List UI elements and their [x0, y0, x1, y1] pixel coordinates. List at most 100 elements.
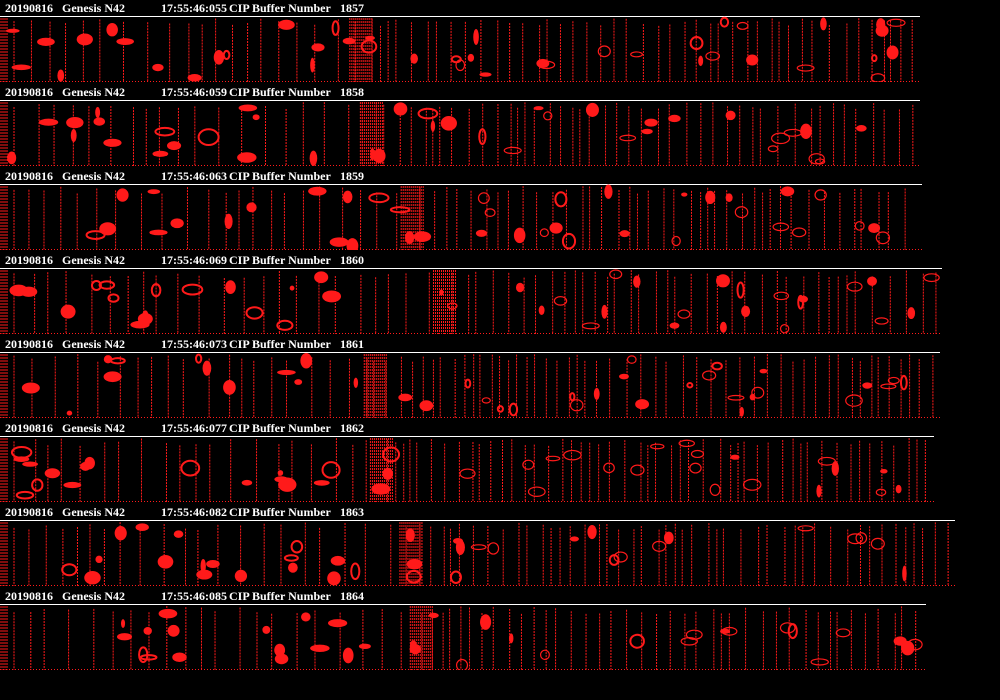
particle-blob: [751, 386, 765, 399]
particle-blob: [311, 43, 325, 52]
particle-blob: [734, 206, 749, 219]
particle-blob: [37, 37, 55, 46]
particle-blob: [360, 39, 378, 54]
particle-blob: [278, 19, 295, 30]
buffer-date: 20190816: [5, 421, 53, 435]
particle-blob: [225, 280, 236, 295]
particle-blob: [854, 220, 865, 231]
particle-blob: [313, 480, 330, 486]
buffer-label: CIP Buffer Number: [229, 169, 331, 183]
particle-blob: [167, 624, 180, 637]
particle-blob: [22, 461, 38, 467]
buffer-number: 1859: [340, 169, 364, 183]
particle-blob: [533, 106, 544, 111]
particle-blob: [329, 237, 349, 247]
particle-blob: [886, 18, 906, 27]
particle-image-strip: [0, 520, 955, 586]
particle-blob: [5, 28, 20, 33]
particle-blob: [719, 321, 727, 333]
buffer-panel: 20190816 Genesis N42 17:55:46:059 CIP Bu…: [0, 84, 1000, 168]
particle-blob: [481, 397, 491, 404]
particle-blob: [603, 462, 615, 474]
buffer-header: 20190816 Genesis N42 17:55:46:059 CIP Bu…: [0, 84, 364, 100]
buffer-date: 20190816: [5, 253, 53, 267]
particle-blob: [871, 54, 878, 63]
buffer-probe: Genesis N42: [62, 1, 125, 15]
particle-blob: [479, 72, 492, 77]
particle-blob: [459, 468, 476, 479]
buffer-time: 17:55:46:055: [161, 1, 227, 15]
particle-blob: [671, 235, 681, 247]
particle-blob: [630, 464, 645, 476]
particle-blob: [536, 58, 550, 69]
particle-blob: [38, 118, 59, 126]
buffer-time: 17:55:46:069: [161, 253, 227, 267]
particle-blob: [406, 558, 423, 570]
buffer-header: 20190816 Genesis N42 17:55:46:085 CIP Bu…: [0, 588, 364, 604]
particle-blob: [405, 569, 422, 584]
buffer-probe: Genesis N42: [62, 85, 125, 99]
particle-blob: [686, 382, 694, 389]
particle-blob: [95, 106, 101, 119]
particle-blob: [895, 484, 902, 494]
particle-blob: [342, 37, 356, 45]
particle-blob: [816, 484, 822, 498]
particle-blob: [413, 231, 432, 242]
particle-blob: [835, 628, 851, 638]
particle-blob: [60, 304, 76, 319]
buffer-number: 1862: [340, 421, 364, 435]
particle-blob: [370, 148, 375, 161]
particle-blob: [739, 406, 744, 417]
particle-image-strip: [0, 184, 922, 250]
particle-image-canvas: [0, 100, 920, 166]
particle-blob: [719, 16, 730, 28]
particle-blob: [473, 29, 479, 45]
particle-blob: [791, 227, 807, 238]
particle-blob: [410, 640, 417, 650]
buffer-date: 20190816: [5, 85, 53, 99]
particle-blob: [107, 293, 120, 303]
particle-image-canvas: [0, 520, 955, 586]
particle-blob: [810, 658, 829, 666]
particle-blob: [321, 461, 341, 479]
particle-blob: [290, 539, 304, 554]
particle-blob: [167, 141, 182, 151]
buffer-label: CIP Buffer Number: [229, 337, 331, 351]
particle-blob: [868, 223, 881, 234]
particle-blob: [604, 184, 613, 199]
particle-blob: [522, 459, 535, 470]
particle-blob: [725, 110, 736, 121]
particle-blob: [262, 625, 271, 634]
particle-blob: [389, 206, 411, 214]
particle-blob: [224, 213, 233, 230]
particle-blob: [310, 57, 315, 73]
particle-blob: [467, 53, 475, 62]
particle-blob: [368, 192, 390, 204]
particle-blob: [779, 324, 790, 334]
particle-blob: [428, 612, 439, 619]
particle-blob: [70, 129, 77, 143]
particle-blob: [274, 643, 286, 657]
particle-blob: [741, 305, 751, 318]
particle-blob: [310, 644, 330, 653]
particle-blob: [57, 69, 65, 82]
particle-blob: [308, 186, 327, 196]
particle-blob: [439, 289, 444, 296]
buffer-date: 20190816: [5, 1, 53, 15]
particle-blob: [237, 152, 257, 163]
particle-blob: [569, 399, 584, 412]
particle-blob: [705, 190, 716, 205]
particle-blob: [725, 193, 733, 202]
buffer-number: 1861: [340, 337, 364, 351]
particle-blob: [21, 382, 40, 394]
particle-blob: [797, 525, 814, 532]
particle-blob: [206, 559, 220, 569]
particle-blob: [650, 443, 665, 450]
buffer-time: 17:55:46:077: [161, 421, 227, 435]
buffer-panel: 20190816 Genesis N42 17:55:46:063 CIP Bu…: [0, 168, 1000, 252]
particle-blob: [200, 559, 206, 573]
particle-blob: [820, 17, 827, 31]
particle-blob: [405, 528, 415, 543]
particle-image-strip: [0, 16, 920, 82]
particle-blob: [382, 467, 394, 480]
